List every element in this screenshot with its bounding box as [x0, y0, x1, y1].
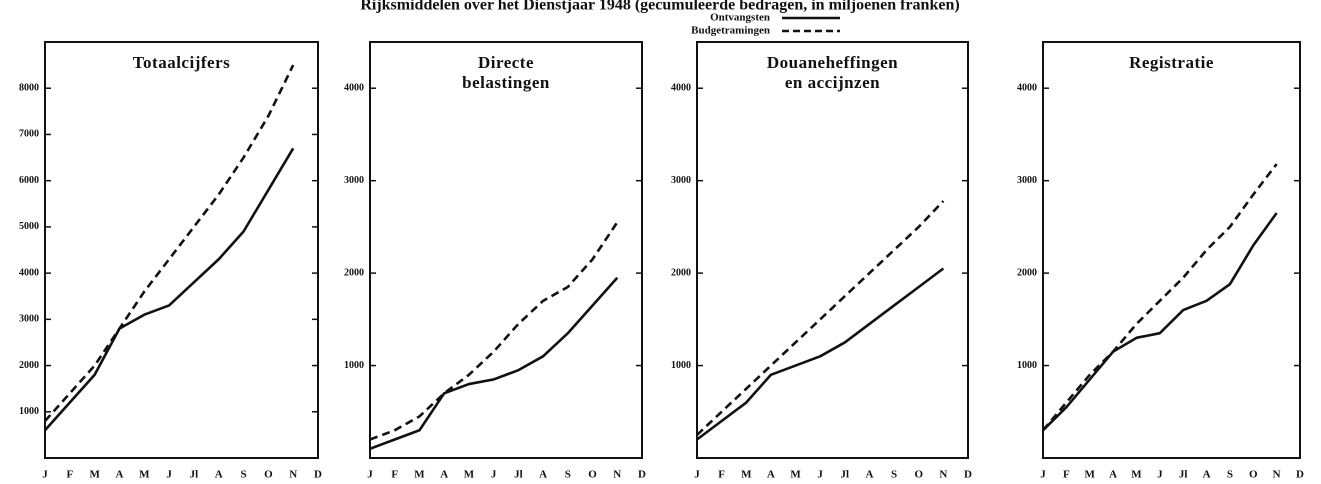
legend-label: Budgetramingen: [691, 25, 770, 37]
x-tick-label: D: [964, 469, 972, 481]
x-tick-label: J: [1040, 469, 1046, 481]
x-tick-label: O: [1249, 469, 1258, 481]
x-tick-label: D: [314, 469, 322, 481]
x-tick-label: M: [464, 469, 475, 481]
x-tick-label: S: [565, 469, 571, 481]
plot-frame: [44, 41, 319, 459]
x-tick-label: Jl: [514, 469, 523, 481]
series-line: [1042, 163, 1278, 432]
y-tick-label: 2000: [1017, 267, 1037, 278]
x-tick-label: D: [1296, 469, 1304, 481]
plot-frame: [369, 41, 643, 459]
x-tick-label: O: [264, 469, 273, 481]
x-tick-label: M: [741, 469, 752, 481]
y-tick-label: 3000: [671, 175, 691, 186]
x-tick-label: M: [139, 469, 150, 481]
x-tick-label: J: [367, 469, 373, 481]
panel-title: en accijnzen: [785, 73, 880, 92]
x-tick-label: N: [1273, 469, 1281, 481]
panel-title: Directe: [478, 53, 534, 72]
x-tick-label: N: [939, 469, 947, 481]
panel-title: belastingen: [462, 73, 550, 92]
x-tick-label: J: [1157, 469, 1163, 481]
x-tick-label: M: [414, 469, 425, 481]
y-tick-label: 1000: [1017, 360, 1037, 371]
y-tick-label: 4000: [344, 83, 364, 94]
y-tick-label: 7000: [19, 129, 39, 140]
x-tick-label: Jl: [841, 469, 850, 481]
x-tick-label: A: [1109, 469, 1117, 481]
legend-label: Ontvangsten: [710, 12, 770, 24]
series-line: [369, 276, 619, 450]
y-tick-label: 3000: [1017, 175, 1037, 186]
y-tick-label: 4000: [1017, 83, 1037, 94]
panel-title: Registratie: [1129, 53, 1214, 72]
y-tick-label: 6000: [19, 175, 39, 186]
series-line: [696, 200, 945, 436]
x-tick-label: F: [66, 469, 73, 481]
x-tick-label: Jl: [190, 469, 199, 481]
x-tick-label: S: [240, 469, 246, 481]
panel-title: Totaalcijfers: [133, 53, 230, 72]
x-tick-label: A: [865, 469, 873, 481]
plot-frame: [696, 41, 969, 459]
x-tick-label: D: [638, 469, 646, 481]
x-tick-label: A: [215, 469, 223, 481]
y-tick-label: 3000: [344, 175, 364, 186]
series-line: [1042, 212, 1278, 432]
y-tick-label: 3000: [19, 314, 39, 325]
x-tick-label: A: [767, 469, 775, 481]
x-tick-label: Jl: [1179, 469, 1188, 481]
y-tick-label: 1000: [671, 360, 691, 371]
x-tick-label: O: [588, 469, 597, 481]
y-tick-label: 1000: [19, 406, 39, 417]
x-tick-label: J: [42, 469, 48, 481]
x-tick-label: M: [1085, 469, 1096, 481]
x-tick-label: J: [694, 469, 700, 481]
y-tick-label: 4000: [19, 267, 39, 278]
x-tick-label: O: [914, 469, 923, 481]
panel-title: Douaneheffingen: [767, 53, 898, 72]
y-tick-label: 2000: [19, 360, 39, 371]
series-line: [369, 221, 619, 441]
x-tick-label: J: [817, 469, 823, 481]
x-tick-label: M: [89, 469, 100, 481]
x-tick-label: M: [1131, 469, 1142, 481]
x-tick-label: S: [1227, 469, 1233, 481]
x-tick-label: S: [891, 469, 897, 481]
x-tick-label: A: [539, 469, 547, 481]
x-tick-label: N: [613, 469, 621, 481]
x-tick-label: A: [440, 469, 448, 481]
series-line: [696, 267, 945, 441]
y-tick-label: 5000: [19, 221, 39, 232]
page-title: Rijksmiddelen over het Dienstjaar 1948 (…: [360, 0, 959, 14]
x-tick-label: J: [491, 469, 497, 481]
x-tick-label: J: [166, 469, 172, 481]
x-tick-label: F: [718, 469, 725, 481]
y-tick-label: 8000: [19, 83, 39, 94]
x-tick-label: N: [289, 469, 297, 481]
plot-frame: [1042, 41, 1301, 459]
x-tick-label: A: [115, 469, 123, 481]
x-tick-label: F: [1063, 469, 1070, 481]
x-tick-label: M: [790, 469, 801, 481]
x-tick-label: A: [1203, 469, 1211, 481]
y-tick-label: 1000: [344, 360, 364, 371]
series-line: [44, 147, 295, 432]
x-tick-label: F: [391, 469, 398, 481]
y-tick-label: 4000: [671, 83, 691, 94]
y-tick-label: 2000: [671, 267, 691, 278]
y-tick-label: 2000: [344, 267, 364, 278]
